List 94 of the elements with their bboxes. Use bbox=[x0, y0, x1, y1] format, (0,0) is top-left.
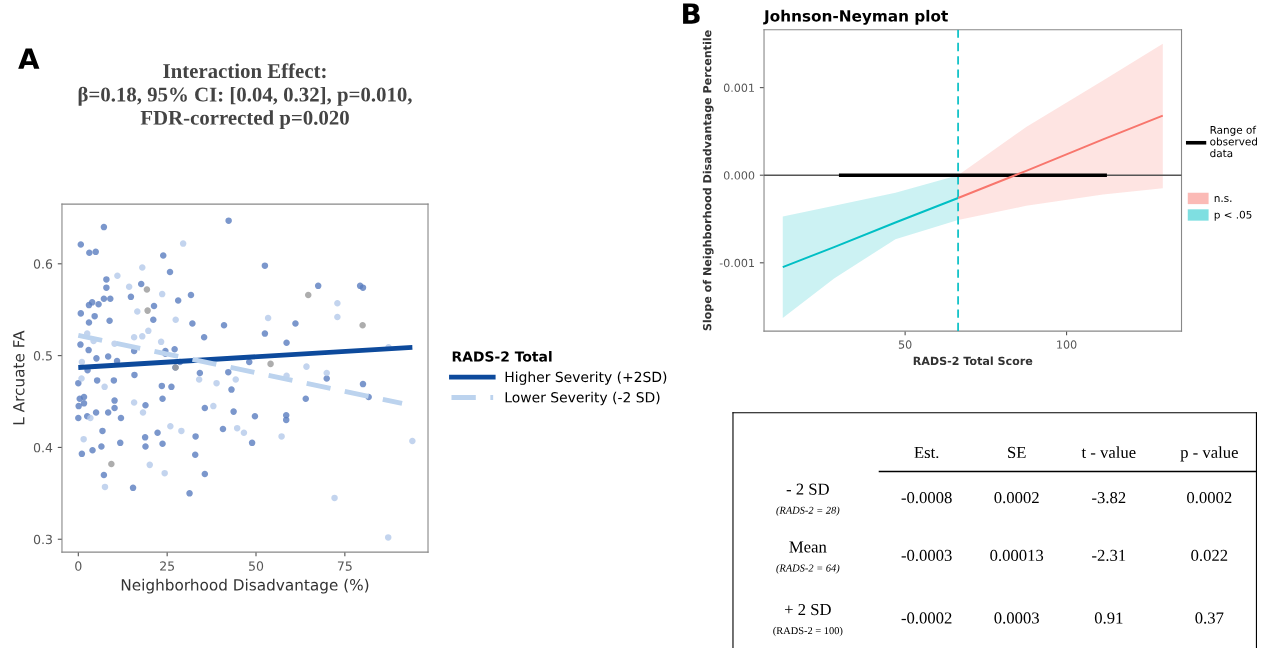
line-series bbox=[957, 114, 1164, 199]
text: 0.022 bbox=[1191, 549, 1228, 562]
point bbox=[172, 316, 179, 324]
point bbox=[139, 333, 146, 340]
text: (RADS-2 = 100) bbox=[773, 626, 843, 637]
text: B bbox=[683, 3, 700, 24]
point bbox=[331, 494, 338, 502]
legend-label: Higher Severity (+2SD) bbox=[505, 371, 667, 385]
point bbox=[130, 333, 138, 341]
point bbox=[108, 460, 115, 468]
point bbox=[240, 429, 248, 436]
text: 0.37 bbox=[1195, 612, 1224, 624]
point bbox=[167, 423, 174, 430]
point bbox=[114, 272, 121, 279]
category-label: Est. bbox=[914, 446, 939, 459]
point bbox=[130, 399, 138, 406]
point bbox=[409, 437, 416, 445]
point bbox=[323, 369, 330, 377]
text: -3.82 bbox=[1092, 491, 1126, 504]
x-tick-label: 50 bbox=[898, 340, 912, 349]
text: (RADS-2 = 28) bbox=[776, 506, 840, 516]
legend-label: p < .05 bbox=[1214, 210, 1252, 221]
point bbox=[139, 409, 147, 416]
legend-label: Lower Severity (-2 SD) bbox=[505, 391, 660, 406]
category-label: - 2 SD bbox=[786, 483, 829, 495]
point bbox=[210, 402, 217, 410]
point bbox=[125, 283, 133, 291]
category-label: + 2 SD bbox=[784, 603, 831, 616]
point bbox=[78, 375, 85, 382]
y-axis-title: Slope of Neighborhood Disadvantage Percentile bbox=[702, 30, 714, 331]
point bbox=[80, 435, 87, 443]
point bbox=[134, 308, 141, 315]
point bbox=[178, 427, 185, 435]
text: (RADS-2 = 64) bbox=[776, 564, 840, 574]
legend-label: Range of observed data bbox=[1210, 125, 1257, 158]
point bbox=[161, 469, 168, 477]
category-label: SE bbox=[1008, 446, 1026, 459]
point bbox=[143, 286, 151, 293]
text: -2.31 bbox=[1092, 549, 1126, 562]
point bbox=[304, 291, 312, 299]
point bbox=[303, 363, 310, 370]
y-tick-label: 0.4 bbox=[33, 442, 53, 453]
y-tick-label: -0.001 bbox=[719, 258, 754, 268]
chart-title: Johnson-Neyman plot bbox=[763, 9, 948, 25]
point bbox=[145, 327, 152, 335]
point bbox=[146, 461, 153, 469]
point bbox=[232, 376, 240, 383]
category-label: p - value bbox=[1180, 446, 1238, 462]
point bbox=[278, 433, 285, 440]
y-tick-label: 0.000 bbox=[723, 171, 755, 180]
point bbox=[101, 483, 109, 491]
chart-title: Interaction Effect: β=0.18, 95% CI: [0.04, 0.32], p=0.010, FDR-corrected p=0.020 bbox=[78, 63, 412, 130]
text: -0.0002 bbox=[901, 612, 952, 624]
y-axis-title: L Arcuate FA bbox=[13, 330, 25, 425]
y-tick-label: 0.001 bbox=[723, 83, 754, 92]
text: 0.0003 bbox=[994, 612, 1039, 624]
x-tick-label: 75 bbox=[337, 561, 352, 571]
point bbox=[101, 383, 108, 391]
point bbox=[233, 424, 241, 432]
point bbox=[139, 264, 146, 271]
point bbox=[334, 313, 341, 321]
x-tick-label: 0 bbox=[75, 561, 82, 571]
text: 0.0002 bbox=[1187, 491, 1232, 504]
category-label: Mean bbox=[789, 541, 827, 553]
point bbox=[267, 360, 274, 368]
text: -0.0008 bbox=[901, 491, 952, 504]
point bbox=[213, 379, 220, 387]
text: 0.91 bbox=[1094, 612, 1123, 624]
y-tick-label: 0.5 bbox=[33, 351, 52, 361]
point bbox=[334, 300, 341, 307]
point bbox=[264, 314, 272, 322]
point bbox=[157, 338, 165, 346]
text: 0.0002 bbox=[994, 491, 1039, 504]
x-tick-label: 50 bbox=[249, 561, 264, 571]
category-label: t - value bbox=[1081, 446, 1136, 459]
point bbox=[158, 290, 166, 298]
text: A bbox=[18, 48, 40, 69]
point bbox=[195, 376, 203, 383]
point bbox=[87, 414, 94, 422]
point bbox=[359, 322, 366, 329]
point bbox=[179, 240, 187, 247]
x-tick-label: 100 bbox=[1057, 340, 1077, 349]
text: 0.00013 bbox=[990, 549, 1044, 562]
point bbox=[78, 358, 86, 366]
x-tick-label: 25 bbox=[160, 561, 175, 571]
text: -0.0003 bbox=[901, 549, 952, 562]
y-tick-label: 0.3 bbox=[33, 534, 52, 545]
x-axis-title: Neighborhood Disadvantage (%) bbox=[121, 578, 369, 594]
point bbox=[384, 534, 392, 541]
legend-title: RADS-2 Total bbox=[452, 351, 552, 362]
x-axis-title: RADS-2 Total Score bbox=[913, 356, 1033, 366]
point bbox=[144, 307, 151, 314]
y-tick-label: 0.6 bbox=[33, 259, 53, 269]
legend-label: n.s. bbox=[1214, 196, 1232, 203]
